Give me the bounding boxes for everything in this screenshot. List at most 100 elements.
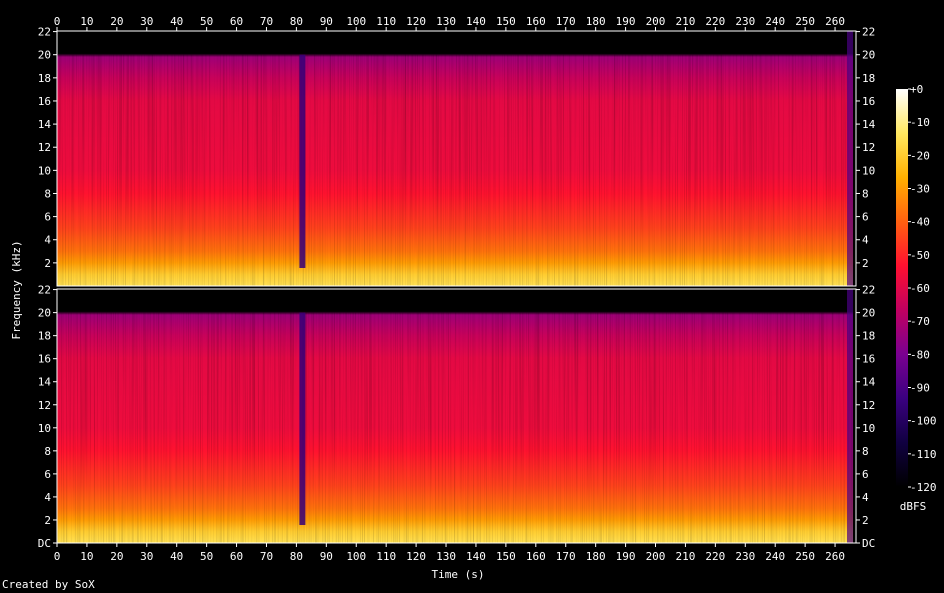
colorbar: +0 -10 -20 -30 -40 -50 -60 -70 -80 -90 -100 -110 -12… [896, 83, 937, 494]
x-tick-label: 200 [646, 15, 666, 28]
y-tick-label: 20 [38, 307, 51, 320]
x-tick-label: 260 [825, 550, 845, 563]
x-tick-label: 120 [406, 15, 426, 28]
dropout-band [299, 54, 306, 268]
y-tick-label: 16 [862, 95, 875, 108]
x-axis-top: 0 10 20 30 40 50 60 70 80 90 100 110 120 130 140 150 160… [54, 15, 845, 31]
x-tick-label: 160 [526, 15, 546, 28]
y-tick-label: 12 [38, 399, 51, 412]
y-axis-right: 2 4 6 8 10 12 14 16 18 20 22 DC 2 4 6 8 10 12 14 16 18 20 22 [856, 26, 876, 550]
y-tick-label: 8 [862, 445, 869, 458]
x-tick-label: 110 [376, 550, 396, 563]
end-fade [847, 289, 854, 543]
colorbar-tick-label: -20 [910, 149, 930, 162]
y-tick-label: 2 [862, 514, 869, 527]
y-tick-label: 10 [862, 164, 875, 177]
x-tick-label: 240 [765, 15, 785, 28]
y-tick-label: 10 [38, 164, 51, 177]
y-tick-label: 4 [44, 491, 51, 504]
colorbar-tick-label: +0 [910, 83, 923, 96]
end-fade [847, 31, 854, 286]
x-tick-label: 20 [110, 550, 123, 563]
y-tick-label: 20 [38, 49, 51, 62]
y-tick-label: 12 [862, 399, 875, 412]
spectrogram-panel-1 [0, 30, 944, 287]
x-tick-label: 230 [735, 15, 755, 28]
panels [0, 30, 944, 544]
dropout-band [299, 312, 306, 525]
x-tick-label: 40 [170, 550, 183, 563]
y-tick-label: 4 [44, 234, 51, 247]
y-tick-label: 10 [38, 422, 51, 435]
colorbar-tick-label: -70 [910, 315, 930, 328]
x-tick-label: 130 [436, 550, 456, 563]
texture-overlay [57, 54, 854, 286]
x-tick-label: 120 [406, 550, 426, 563]
colorbar-tick-label: -90 [910, 382, 930, 395]
colorbar-tick-label: -110 [910, 448, 937, 461]
y-tick-label: 22 [38, 26, 51, 39]
x-tick-label: 160 [526, 550, 546, 563]
x-tick-label: 220 [705, 550, 725, 563]
x-axis-label: Time (s) [432, 568, 485, 581]
x-tick-label: 220 [705, 15, 725, 28]
panel-frame [56, 288, 857, 544]
y-tick-label: 16 [38, 353, 51, 366]
x-tick-label: 170 [556, 550, 576, 563]
y-tick-label: 10 [862, 422, 875, 435]
y-tick-label: 18 [38, 72, 51, 85]
colorbar-tick-label: -50 [910, 249, 930, 262]
x-tick-label: 110 [376, 15, 396, 28]
y-tick-label: DC [38, 537, 51, 550]
x-tick-label: 80 [290, 550, 303, 563]
y-tick-label: 18 [862, 72, 875, 85]
x-tick-label: 190 [616, 15, 636, 28]
x-tick-label: 10 [80, 550, 93, 563]
y-axis-left: 2 4 6 8 10 12 14 16 18 20 22 DC 2 4 6 8 10 12 14 16 18 20 22 [38, 26, 57, 550]
x-tick-label: 60 [230, 550, 243, 563]
x-tick-label: 10 [80, 15, 93, 28]
colorbar-tick-label: -120 [910, 481, 937, 494]
x-tick-label: 130 [436, 15, 456, 28]
y-tick-label: 2 [44, 514, 51, 527]
y-tick-label: 8 [44, 445, 51, 458]
x-tick-label: 80 [290, 15, 303, 28]
y-tick-label: 18 [862, 330, 875, 343]
x-tick-label: 150 [496, 550, 516, 563]
spectrogram-panel-2 [0, 288, 944, 544]
colorbar-tick-label: -10 [910, 116, 930, 129]
y-tick-label: 16 [862, 353, 875, 366]
x-tick-label: 100 [346, 550, 366, 563]
colorbar-tick-label: -100 [910, 415, 937, 428]
y-tick-label: 20 [862, 307, 875, 320]
y-tick-label: 4 [862, 234, 869, 247]
colorbar-label: dBFS [900, 500, 927, 513]
y-tick-label: 8 [44, 187, 51, 200]
y-tick-label: 20 [862, 49, 875, 62]
x-tick-label: 70 [260, 15, 273, 28]
x-tick-label: 250 [795, 15, 815, 28]
y-tick-label: 8 [862, 187, 869, 200]
x-tick-label: 150 [496, 15, 516, 28]
y-tick-label: 14 [38, 376, 52, 389]
y-tick-label: 12 [862, 141, 875, 154]
x-tick-label: 260 [825, 15, 845, 28]
x-tick-label: 70 [260, 550, 273, 563]
y-tick-label: 16 [38, 95, 51, 108]
x-tick-label: 140 [466, 15, 486, 28]
colorbar-tick-label: -80 [910, 348, 930, 361]
colorbar-ramp [896, 89, 908, 487]
panel-frame [56, 30, 857, 287]
colorbar-tick-label: -40 [910, 216, 930, 229]
y-tick-label: 14 [38, 118, 52, 131]
x-tick-label: 90 [320, 550, 333, 563]
colorbar-tick-label: -30 [910, 183, 930, 196]
created-by-credit: Created by SoX [2, 578, 95, 591]
x-tick-label: 60 [230, 15, 243, 28]
x-tick-label: 240 [765, 550, 785, 563]
texture-overlay [57, 312, 854, 543]
x-tick-label: 170 [556, 15, 576, 28]
x-tick-label: 0 [54, 15, 61, 28]
x-tick-label: 180 [586, 550, 606, 563]
